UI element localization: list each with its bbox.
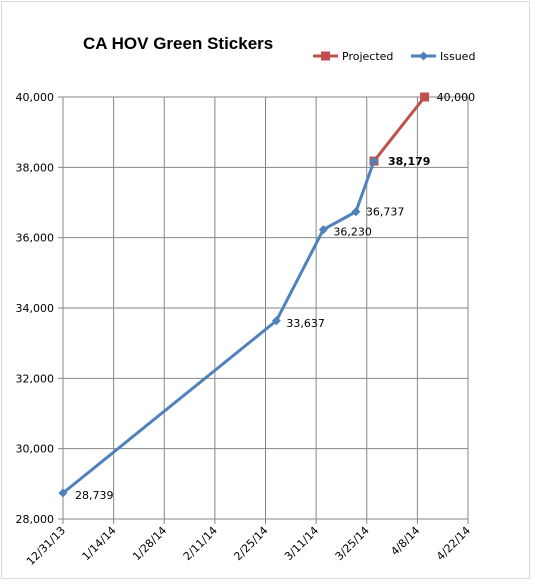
projected-point — [420, 92, 430, 102]
y-tick-label: 40,000 — [16, 91, 55, 104]
data-label: 36,230 — [333, 226, 372, 239]
issued-point — [271, 316, 281, 326]
y-tick-label: 34,000 — [16, 302, 55, 315]
x-tick-label: 2/25/14 — [231, 524, 270, 563]
x-tick-label: 12/31/13 — [24, 524, 68, 568]
legend-issued-label: Issued — [440, 50, 475, 63]
x-tick-label: 3/25/14 — [333, 524, 372, 563]
legend-projected-label: Projected — [342, 50, 393, 63]
issued-series-line — [62, 160, 376, 495]
y-tick-label: 32,000 — [16, 372, 55, 385]
chart-title: CA HOV Green Stickers — [83, 34, 274, 53]
x-tick-label: 2/11/14 — [181, 524, 220, 563]
issued-point — [318, 225, 328, 235]
grid-lines — [63, 96, 469, 519]
data-label: 33,637 — [286, 317, 325, 330]
projected-point — [321, 51, 330, 61]
x-tick-label: 4/8/14 — [388, 524, 422, 558]
x-tick-labels: 12/31/13 1/14/14 1/28/14 2/11/14 2/25/14 3/11… — [24, 524, 473, 568]
legend: Projected Issued — [313, 50, 475, 63]
axes — [58, 96, 469, 524]
series-layer — [58, 92, 430, 498]
chart-border — [1, 1, 530, 579]
x-tick-label: 4/22/14 — [434, 524, 473, 563]
y-tick-label: 36,000 — [16, 232, 55, 245]
x-tick-label: 1/28/14 — [130, 524, 169, 563]
y-tick-labels: 28,000 30,000 32,000 34,000 36,000 38,000 40,0… — [16, 91, 55, 526]
data-label: 38,179 — [388, 155, 430, 168]
projected-series-line — [372, 96, 426, 162]
data-label: 28,739 — [75, 489, 114, 502]
issued-point — [58, 488, 68, 498]
y-tick-label: 28,000 — [16, 513, 55, 526]
y-tick-label: 30,000 — [16, 443, 55, 456]
data-label: 40,000 — [437, 91, 476, 104]
y-tick-label: 38,000 — [16, 161, 55, 174]
x-tick-label: 1/14/14 — [80, 524, 119, 563]
data-labels: 40,000 28,739 33,637 36,230 36,737 38,179 — [75, 91, 475, 502]
x-tick-label: 3/11/14 — [282, 524, 321, 563]
issued-point — [419, 51, 428, 61]
data-label: 36,737 — [366, 206, 405, 219]
issued-point — [369, 156, 379, 166]
issued-point — [351, 207, 361, 217]
